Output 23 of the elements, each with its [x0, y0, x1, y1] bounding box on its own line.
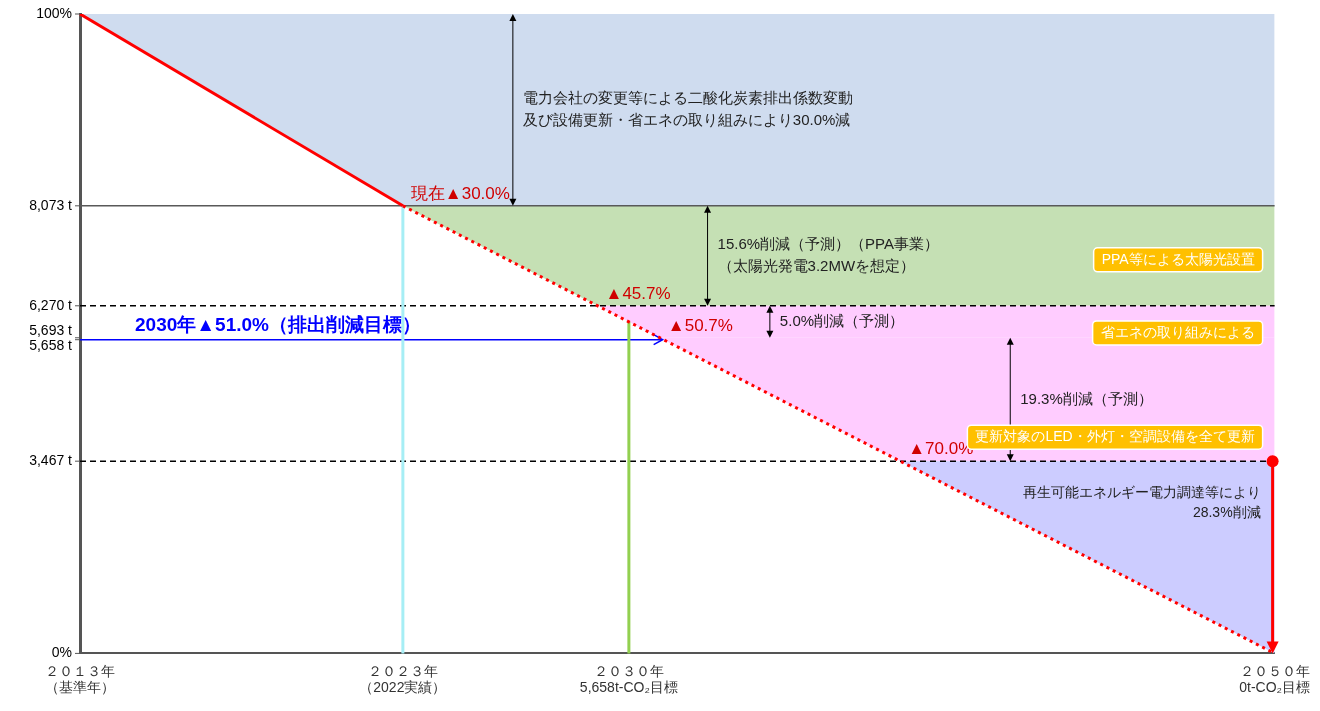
band-label: 5.0%削減（予測） — [779, 311, 905, 329]
annotation: PPA等による太陽光設置 — [1101, 250, 1255, 267]
annotation: ▲50.7% — [667, 315, 733, 335]
band-label: 電力会社の変更等による二酸化炭素排出係数変動及び設備更新・省エネの取り組みにより30.0%減 — [522, 89, 853, 129]
y-tick-label: 5,693 t — [29, 322, 73, 339]
annotation: 更新対象のLED・外灯・空調設備を全て更新 — [975, 428, 1255, 445]
x-tick-label: ２０５０年0t-CO₂目標 — [1239, 662, 1310, 696]
x-tick-label: ２０３０年5,658t-CO₂目標 — [579, 662, 678, 696]
x-tick-label: ２０１３年（基準年） — [45, 662, 115, 696]
x-tick-label: ２０２３年（2022実績） — [359, 662, 447, 696]
y-tick-label: 3,467 t — [29, 452, 73, 469]
band-label: 15.6%削減（予測）（PPA事業）（太陽光発電3.2MWを想定） — [717, 234, 939, 274]
y2-tick-label: 100% — [36, 4, 72, 21]
band-label: 19.3%削減（予測） — [1020, 389, 1153, 407]
ref-line-label: 2030年▲51.0%（排出削減目標） — [135, 314, 421, 336]
annotation: 現在▲30.0% — [410, 184, 510, 204]
y-tick-label: 8,073 t — [29, 196, 73, 213]
annotation: 省エネの取り組みによる — [1100, 323, 1255, 340]
y-tick-label: 5,658 t — [29, 337, 73, 354]
annotation: ▲45.7% — [605, 283, 671, 303]
band-label: 再生可能エネルギー電力調達等により28.3%削減 — [1022, 484, 1261, 521]
y-tick-label: 6,270 t — [29, 296, 73, 313]
y2-tick-label: 0% — [51, 644, 72, 661]
